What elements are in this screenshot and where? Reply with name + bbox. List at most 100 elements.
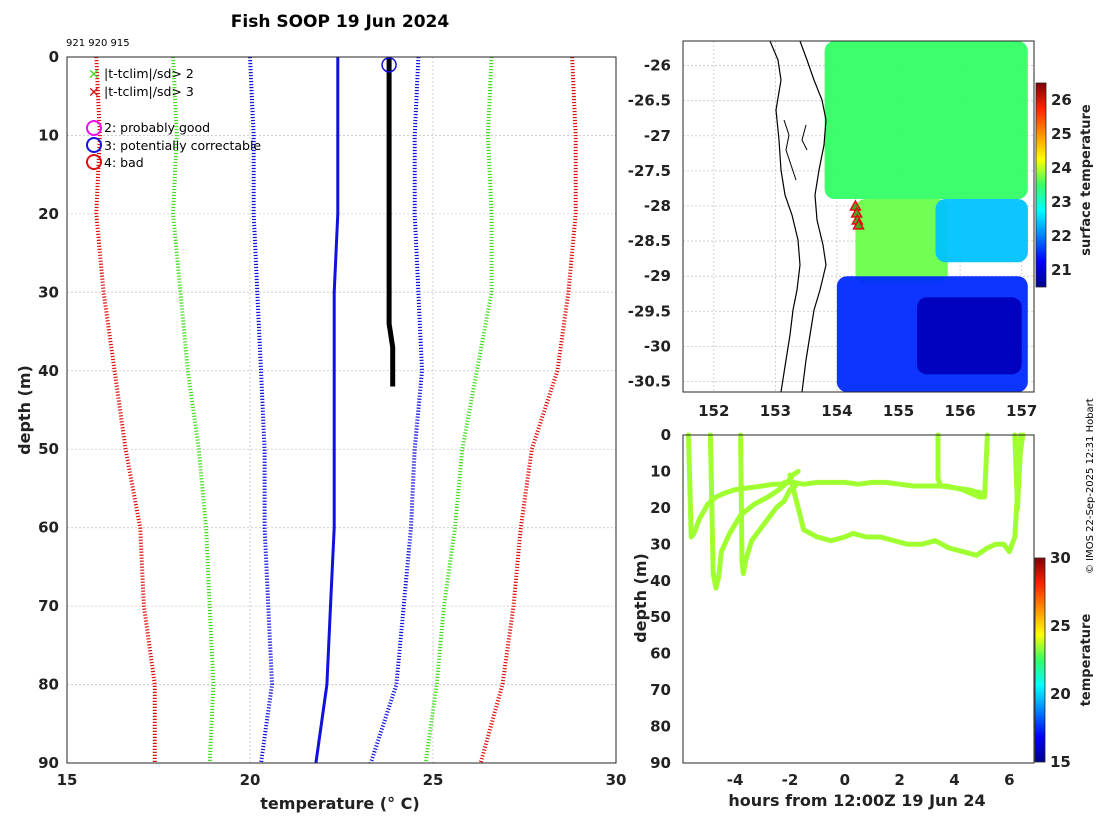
time-depth-x-label: hours from 12:00Z 19 Jun 24 — [728, 791, 985, 810]
legend-x-green: ✕ |t-tclim|/sd> 2 — [88, 66, 194, 83]
profile-series-climatology-2sd — [423, 56, 494, 764]
profile-tick-labels: 15 20 25 30 0 10 20 30 40 50 60 70 80 90 — [38, 48, 626, 789]
time-depth-axes-box — [682, 434, 1035, 764]
legend-x-red: ✕ |t-tclim|/sd> 3 — [88, 84, 194, 101]
sst-colorbar-tick: 25 — [1051, 125, 1072, 143]
time-depth-y-tick: 30 — [650, 535, 671, 553]
map-y-tick: -27 — [644, 127, 671, 145]
profile-y-tick: 30 — [38, 283, 59, 301]
profile-series-climatology-1sd — [368, 56, 425, 764]
profile-series-climatology-1sd — [248, 56, 275, 764]
island-outline — [783, 119, 808, 181]
sst-region-eastern-cooler-patch — [935, 199, 1028, 263]
sst-colorbar-tick: 23 — [1051, 193, 1072, 211]
map-x-tick: 156 — [944, 402, 975, 420]
map-x-tick: 154 — [821, 402, 852, 420]
legend-o-red-icon — [86, 154, 102, 170]
profile-y-label: depth (m) — [15, 365, 34, 455]
profile-y-tick: 90 — [38, 754, 59, 772]
profile-series-climatology-mean — [314, 57, 340, 764]
time-depth-y-label: depth (m) — [631, 553, 650, 643]
map-y-tick: -29.5 — [628, 302, 671, 320]
map-y-tick: -26 — [644, 57, 671, 75]
profile-series-climatology-3sd — [478, 56, 578, 764]
profile-x-tick: 15 — [57, 771, 78, 789]
time-depth-y-tick: 60 — [650, 645, 671, 663]
temperature-colorbar-ticks: 15 20 25 30 — [1050, 549, 1071, 771]
time-depth-y-tick: 40 — [650, 572, 671, 590]
map-y-tick: -30.5 — [628, 372, 671, 390]
profile-series-observed — [386, 57, 396, 387]
profile-axes-box — [66, 56, 617, 764]
map-x-tick: 155 — [883, 402, 914, 420]
legend-o-magenta: 2: probably good — [86, 120, 210, 136]
profile-x-tick: 20 — [240, 771, 261, 789]
time-depth-y-tick: 50 — [650, 608, 671, 626]
sst-region-central-warm-core — [855, 199, 948, 284]
time-depth-x-tick: 0 — [840, 771, 850, 789]
temperature-colorbar-tick: 25 — [1050, 617, 1071, 635]
station-markers — [849, 199, 865, 230]
time-depth-x-tick: -2 — [782, 771, 799, 789]
profile-y-tick: 60 — [38, 519, 59, 537]
temperature-colorbar-tick: 30 — [1050, 549, 1071, 567]
sst-colorbar-tick: 22 — [1051, 227, 1072, 245]
temperature-colorbar-label: temperature — [1079, 614, 1094, 707]
profile-series — [94, 56, 578, 764]
time-depth-track-7 — [1012, 432, 1026, 511]
time-depth-x-tick: 2 — [894, 771, 904, 789]
time-depth-y-tick: 80 — [650, 718, 671, 736]
time-depth-x-tick: -4 — [727, 771, 744, 789]
time-depth-y-tick: 90 — [650, 754, 671, 772]
profile-plot-area — [67, 57, 616, 763]
profile-y-tick: 0 — [49, 48, 59, 66]
profile-y-tick: 80 — [38, 676, 59, 694]
profile-y-tick: 10 — [38, 126, 59, 144]
time-depth-x-tick: 4 — [949, 771, 959, 789]
time-depth-y-tick: 0 — [661, 426, 671, 444]
legend-o-blue-label: 3: potentially correctable — [104, 138, 261, 153]
sst-colorbar-tick: 26 — [1051, 91, 1072, 109]
profile-y-tick: 40 — [38, 362, 59, 380]
sst-region-southern-coldest-water — [917, 297, 1022, 375]
profile-x-tick: 25 — [423, 771, 444, 789]
time-depth-track-6 — [935, 432, 990, 500]
legend-o-red-label: 4: bad — [104, 155, 144, 170]
sst-map-panel: 152 153 154 155 156 157 -26 -26.5 -27 -27.5 -28 -28… — [628, 40, 1094, 420]
legend: ✕ |t-tclim|/sd> 2 ✕ |t-tclim|/sd> 3 2: p… — [86, 66, 261, 170]
flag-marker — [381, 57, 397, 73]
map-y-tick: -29 — [644, 267, 671, 285]
time-depth-series — [686, 432, 1026, 591]
map-x-tick: 157 — [1006, 402, 1037, 420]
map-y-tick: -30 — [644, 337, 671, 355]
map-y-tick: -27.5 — [628, 162, 671, 180]
sst-colorbar-label: surface temperature — [1079, 104, 1094, 256]
legend-o-magenta-label: 2: probably good — [104, 120, 210, 135]
coastline-path — [769, 41, 801, 392]
profile-x-label: temperature (° C) — [260, 794, 419, 813]
legend-x-red-icon: ✕ — [88, 85, 100, 101]
time-depth-track-3 — [738, 432, 798, 576]
sst-colorbar-ticks: 21 22 23 24 25 26 — [1051, 91, 1072, 279]
profile-panel: 15 20 25 30 0 10 20 30 40 50 60 70 80 90 Fish SOOP 19… — [15, 12, 626, 813]
map-y-tick: -28.5 — [628, 232, 671, 250]
chart-title: Fish SOOP 19 Jun 2024 — [231, 12, 450, 32]
profile-y-tick: 50 — [38, 440, 59, 458]
credit-text: © IMOS 22-Sep-2025 12:31 Hobart — [1085, 398, 1096, 574]
sst-field — [824, 41, 1028, 392]
time-depth-y-tick: 70 — [650, 681, 671, 699]
profile-series-climatology-2sd — [171, 56, 216, 764]
legend-x-green-label: |t-tclim|/sd> 2 — [104, 66, 194, 81]
time-depth-y-tick: 20 — [650, 499, 671, 517]
sst-colorbar-tick: 24 — [1051, 159, 1072, 177]
sst-colorbar — [1035, 82, 1047, 288]
profile-flag-markers — [381, 57, 397, 73]
sst-colorbar-tick: 21 — [1051, 261, 1072, 279]
map-y-tick: -26.5 — [628, 92, 671, 110]
map-x-tick: 153 — [760, 402, 791, 420]
temperature-colorbar-tick: 15 — [1050, 753, 1071, 771]
profile-series-climatology-3sd — [94, 56, 157, 763]
profile-x-tick: 30 — [606, 771, 627, 789]
